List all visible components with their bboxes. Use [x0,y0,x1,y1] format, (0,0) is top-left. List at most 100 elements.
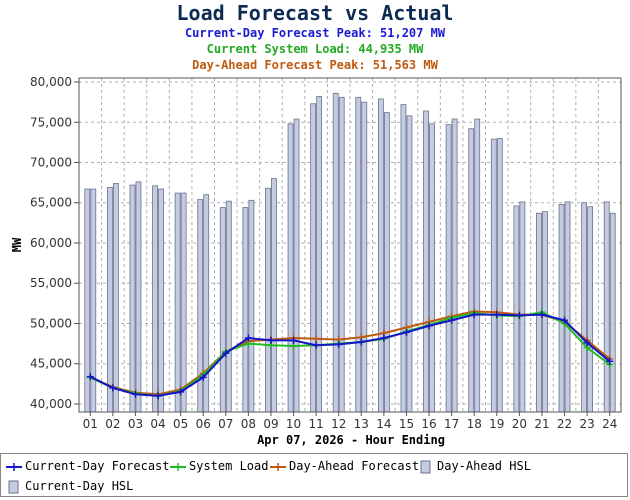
bar-day-ahead-hsl [490,138,497,413]
legend-label: Current-Day HSL [25,479,134,493]
bar-current-day-hsl [338,96,345,413]
legend-label: System Load [189,459,269,473]
point-current-day-forecast [493,311,501,319]
bar-current-day-hsl [180,192,187,413]
bar-current-day-hsl [429,123,435,413]
x-tick-label: 24 [602,417,617,431]
legend-label: Current-Day Forecast [25,459,170,473]
x-tick-label: 10 [286,417,301,431]
point-current-day-forecast [583,339,591,347]
bar-current-day-hsl [112,183,119,413]
legend-label: Day-Ahead Forecast [289,459,420,473]
point-current-day-forecast [222,349,230,357]
bar-current-day-hsl [609,212,616,413]
x-tick-label: 05 [173,417,188,431]
point-current-day-forecast [515,311,523,319]
bar-current-day-hsl [271,178,277,413]
point-current-day-forecast [380,334,388,342]
point-current-day-forecast [402,328,410,336]
x-tick-label: 22 [557,417,572,431]
y-tick-label: 65,000 [30,196,72,210]
bar-day-ahead-hsl [84,188,91,413]
point-current-day-forecast [86,373,94,381]
point-current-day-forecast [109,384,117,392]
bar-current-day-hsl [496,137,503,413]
y-tick-label: 75,000 [30,115,72,129]
bar-current-day-hsl [519,201,526,413]
bar-current-day-hsl [361,101,368,413]
y-tick-label: 55,000 [30,276,72,290]
bar-day-ahead-hsl [219,207,226,413]
point-current-day-forecast [199,373,207,381]
x-tick-label: 16 [421,417,436,431]
bar-current-day-hsl [587,206,594,413]
legend-label: Day-Ahead HSL [437,459,531,473]
x-tick-label: 06 [196,417,211,431]
point-current-day-forecast [561,316,569,324]
x-tick-label: 08 [241,417,256,431]
point-current-day-forecast [177,388,185,396]
bar-current-day-hsl [564,201,571,413]
point-day-ahead-forecast [312,335,320,343]
bar-day-ahead-hsl [445,124,452,413]
bar-day-ahead-hsl [310,103,317,413]
bar-day-ahead-hsl [400,104,407,413]
x-tick-label: 12 [331,417,346,431]
x-tick-label: 21 [534,417,549,431]
bar-day-ahead-hsl [174,192,181,413]
y-axis-label: MW [10,237,24,252]
point-current-day-forecast [538,311,546,319]
point-current-day-forecast [606,357,614,365]
bar-current-day-hsl [293,118,300,413]
line-swatch-icon [270,463,286,471]
line-swatch-icon [6,463,22,471]
current-day-peak-subtitle: Current-Day Forecast Peak: 51,207 MW [185,26,446,40]
bar-current-day-hsl [406,115,413,413]
bar-current-day-hsl [225,200,232,413]
x-tick-label: 04 [150,417,165,431]
bar-current-day-hsl [248,199,255,413]
bar-day-ahead-hsl [152,185,158,413]
point-current-day-forecast [448,316,456,324]
point-current-day-forecast [154,392,162,400]
x-tick-label: 17 [444,417,459,431]
legend: Current-Day Forecast System Load Day-Ahe… [0,453,628,497]
x-tick-label: 20 [512,417,527,431]
bar-day-ahead-hsl [468,128,475,413]
point-current-day-forecast [335,340,343,348]
bar-day-ahead-hsl [423,110,429,413]
bar-current-day-hsl [203,194,210,413]
x-tick-label: 15 [399,417,414,431]
bar-current-day-hsl [474,118,481,413]
chart-title: Load Forecast vs Actual [177,1,454,25]
x-tick-label: 01 [83,417,98,431]
point-current-day-forecast [312,341,320,349]
point-current-day-forecast [357,338,365,346]
x-tick-label: 19 [489,417,504,431]
x-tick-label: 18 [467,417,482,431]
bar-swatch-icon [420,460,431,474]
x-tick-label: 03 [128,417,143,431]
point-current-day-forecast [425,322,433,330]
bar-day-ahead-hsl [581,202,588,413]
y-tick-label: 70,000 [30,156,72,170]
x-tick-label: 13 [354,417,369,431]
point-current-day-forecast [244,334,252,342]
bar-day-ahead-hsl [332,92,339,413]
y-tick-label: 50,000 [30,316,72,330]
plot-frame [78,77,622,413]
bar-current-day-hsl [383,112,390,413]
bar-swatch-icon [8,480,19,494]
system-load-subtitle: Current System Load: 44,935 MW [207,42,425,56]
bar-day-ahead-hsl [287,123,294,413]
bar-day-ahead-hsl [603,201,610,413]
chart-canvas: Load Forecast vs Actual Current-Day Fore… [10,1,622,447]
bar-day-ahead-hsl [513,205,520,413]
bar-day-ahead-hsl [355,96,362,413]
line-swatch-icon [170,463,186,471]
x-tick-label: 14 [376,417,391,431]
x-axis-label: Apr 07, 2026 - Hour Ending [257,433,445,447]
day-ahead-peak-subtitle: Day-Ahead Forecast Peak: 51,563 MW [192,58,438,72]
y-tick-label: 40,000 [30,397,72,411]
bar-day-ahead-hsl [242,207,249,413]
